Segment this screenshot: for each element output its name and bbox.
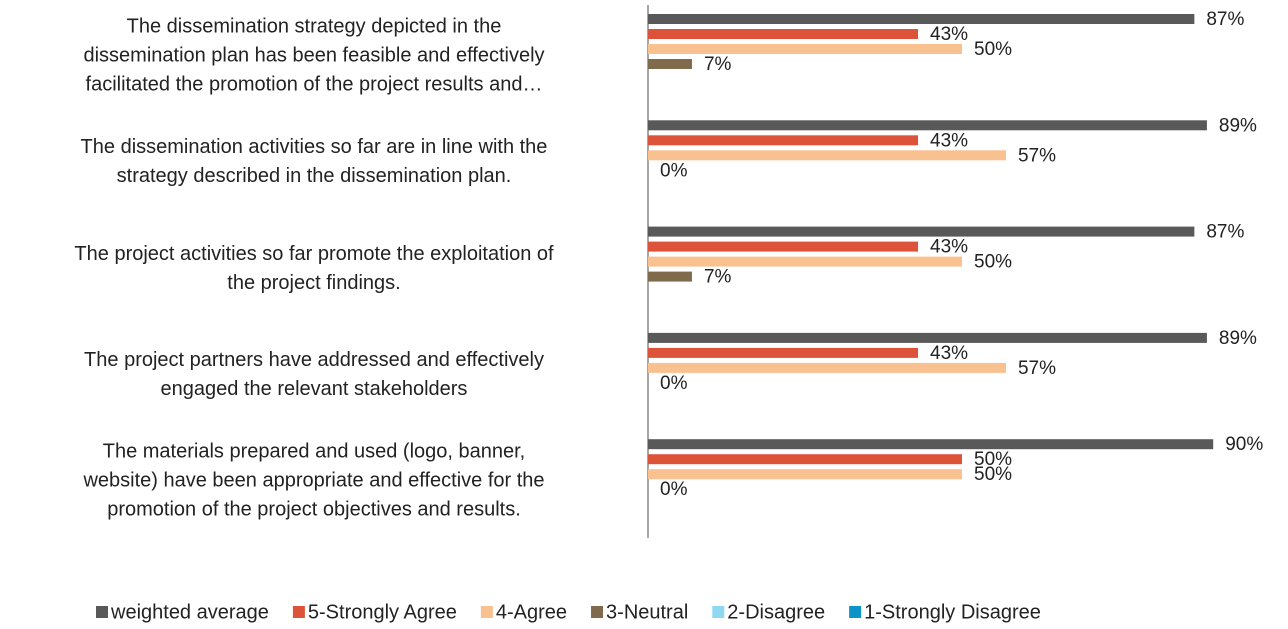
category-label: The dissemination strategy depicted in t… [83,15,545,96]
data-label: 0% [660,479,688,500]
bar [648,362,1006,373]
data-label: 50% [974,39,1012,60]
data-label: 50% [974,252,1012,273]
category-label: The project activities so far promote th… [74,242,554,294]
data-label: 89% [1219,328,1257,349]
data-label: 57% [1018,358,1056,379]
bar [648,14,1195,24]
legend-swatch [591,606,604,618]
data-label: 43% [930,24,968,45]
bar [648,226,1195,237]
data-label: 57% [1018,145,1056,166]
bar [648,439,1214,450]
data-label: 89% [1219,115,1257,136]
legend-label: weighted average [110,601,269,623]
bar [648,59,692,69]
bar [648,241,919,252]
data-label: 87% [1206,222,1244,243]
bar [648,150,1006,161]
data-label: 7% [704,54,732,75]
bar [648,256,962,267]
data-label: 0% [660,373,688,394]
legend-swatch [849,606,862,618]
data-label: 43% [930,130,968,151]
bar [648,29,919,39]
data-label: 87% [1206,9,1244,30]
legend-label: 2-Disagree [727,601,825,623]
legend-swatch [96,606,108,618]
category-label: The dissemination activities so far are … [80,136,548,188]
data-label: 7% [704,267,732,288]
category-label: The materials prepared and used (logo, b… [83,440,545,521]
data-label: 43% [930,343,968,364]
legend-label: 5-Strongly Agree [308,601,457,623]
data-label: 50% [974,464,1012,485]
bar [648,120,1207,131]
legend-swatch [480,606,493,618]
legend-swatch [712,606,725,618]
bar [648,271,692,282]
data-label: 90% [1225,434,1263,455]
bar [648,347,919,358]
bar [648,454,962,465]
data-label: 43% [930,237,968,258]
legend-label: 3-Neutral [606,601,688,623]
bar [648,469,962,480]
data-label: 0% [660,160,688,181]
legend-label: 4-Agree [496,601,567,623]
bar [648,135,919,146]
bar [648,332,1207,343]
category-label: The project partners have addressed and … [84,348,544,400]
legend-label: 1-Strongly Disagree [864,601,1041,623]
legend-swatch [292,606,305,618]
data-label: 50% [974,449,1012,470]
bar [648,44,962,54]
